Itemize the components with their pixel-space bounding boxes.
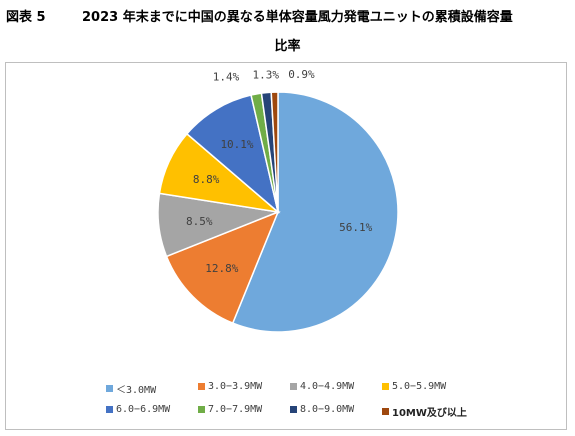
slice-value-label: 12.8%	[205, 262, 238, 275]
figure-label: 図表 5	[6, 10, 46, 25]
chart-title: 2023 年末までに中国の異なる単体容量風力発電ユニットの累積設備容量	[82, 10, 513, 25]
pie-slice	[270, 91, 279, 213]
pie-slice	[185, 94, 280, 215]
slice-value-label: 0.9%	[288, 68, 315, 81]
slice-value-label: 10.1%	[220, 138, 253, 151]
slice-value-label: 8.5%	[186, 215, 213, 228]
slice-value-label: 1.4%	[213, 70, 240, 83]
title-block: 図表 5 2023 年末までに中国の異なる単体容量風力発電ユニットの累積設備容量…	[0, 0, 575, 60]
pie-slice	[231, 91, 399, 333]
slice-value-label: 56.1%	[339, 221, 372, 234]
pie-slice	[165, 210, 280, 325]
slice-value-label: 1.3%	[253, 69, 280, 82]
slice-value-label: 8.8%	[193, 173, 220, 186]
chart-title-line2: 比率	[274, 39, 301, 54]
